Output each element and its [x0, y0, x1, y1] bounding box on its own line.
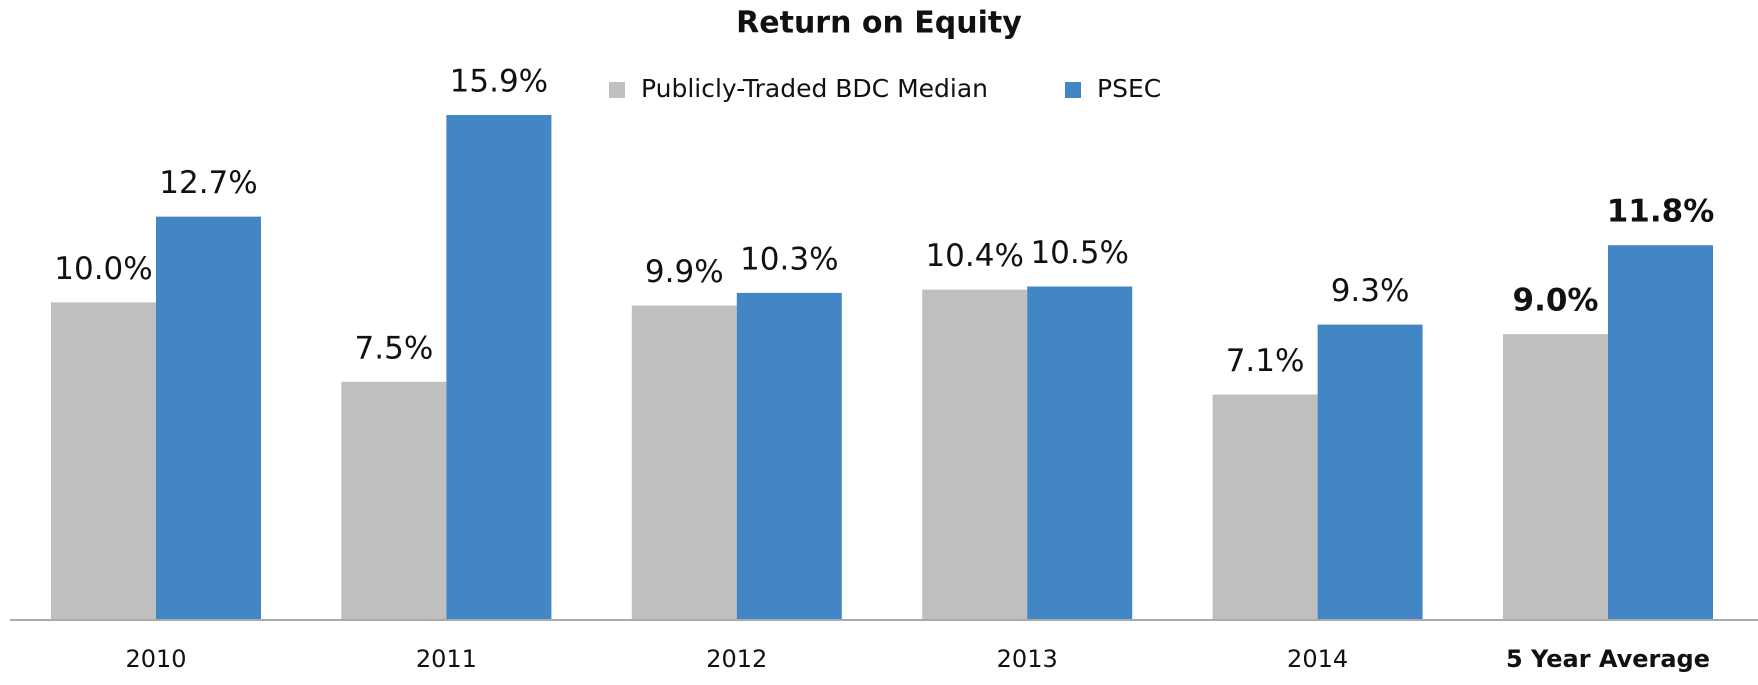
- bar: [1503, 334, 1608, 620]
- value-label: 12.7%: [159, 165, 257, 201]
- value-label: 10.4%: [925, 238, 1023, 274]
- bar: [446, 115, 552, 620]
- legend-swatch: [609, 82, 625, 98]
- value-label: 9.9%: [645, 254, 724, 290]
- bar: [1608, 245, 1713, 620]
- value-label: 7.5%: [355, 330, 434, 366]
- chart-title: Return on Equity: [736, 6, 1022, 41]
- value-label: 11.8%: [1607, 194, 1715, 230]
- bar: [1212, 394, 1318, 620]
- bar: [341, 381, 447, 620]
- bar: [736, 292, 842, 620]
- bar: [51, 302, 156, 620]
- value-label: 10.3%: [740, 241, 838, 277]
- legend-label: Publicly-Traded BDC Median: [641, 74, 988, 103]
- value-label: 10.0%: [54, 251, 152, 287]
- legend-swatch: [1065, 82, 1081, 98]
- x-tick-label: 2010: [125, 645, 186, 673]
- x-tick-label: 2012: [706, 645, 767, 673]
- value-label: 9.0%: [1513, 283, 1599, 319]
- value-label: 10.5%: [1030, 235, 1128, 271]
- x-tick-label: 2014: [1287, 645, 1348, 673]
- value-label: 15.9%: [450, 64, 548, 100]
- bar: [1027, 286, 1133, 620]
- bar: [156, 216, 261, 620]
- bar: [922, 289, 1028, 620]
- legend-label: PSEC: [1097, 74, 1161, 103]
- x-tick-label: 5 Year Average: [1506, 645, 1710, 673]
- bar: [631, 305, 737, 620]
- x-tick-label: 2013: [997, 645, 1058, 673]
- value-label: 7.1%: [1226, 343, 1305, 379]
- value-label: 9.3%: [1331, 273, 1410, 309]
- x-tick-label: 2011: [416, 645, 477, 673]
- bar: [1317, 324, 1423, 620]
